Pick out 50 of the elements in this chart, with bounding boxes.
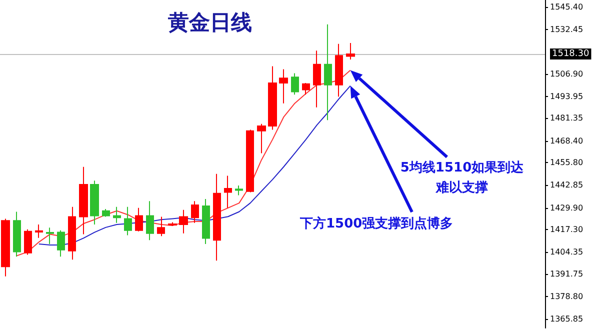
y-tick-label: 1378.80 (550, 292, 584, 302)
ref-line-label: 1518.30 (552, 48, 590, 59)
candlestick (124, 206, 132, 236)
candlestick (224, 175, 232, 208)
y-tick-label: 1493.95 (550, 92, 584, 101)
candlestick (90, 180, 99, 225)
candlestick (157, 216, 165, 237)
y-tick-label: 1391.75 (550, 270, 584, 279)
text: 5均线1510如果到达难以支撑 (400, 160, 525, 196)
candlestick (68, 206, 76, 260)
candlestick (79, 166, 88, 235)
candlestick (102, 208, 110, 218)
candlestick (313, 50, 321, 108)
y-tick-label: 1481.35 (550, 114, 584, 123)
y-tick-label: 1532.45 (550, 24, 584, 34)
y-tick-label: 1545.40 (550, 2, 584, 12)
candlestick (279, 68, 288, 104)
candlestick (57, 230, 65, 258)
candlestick (179, 209, 188, 234)
candlestick (46, 227, 54, 244)
candlestick (168, 222, 177, 227)
candlestick (13, 211, 21, 258)
y-tick-label: 1417.30 (550, 225, 584, 234)
candlestick (24, 228, 32, 256)
y-tick-label: 1442.85 (550, 180, 584, 190)
candlestick (246, 129, 254, 193)
y-tick-label: 1429.90 (550, 203, 584, 212)
y-tick-label: 1468.40 (550, 136, 584, 146)
candlestick (202, 198, 210, 244)
candlestick (335, 43, 343, 98)
text: 黄金日线 (167, 10, 252, 34)
candlestick (191, 200, 199, 224)
candlestick (302, 82, 310, 96)
annotation: 下方1500强支撑到点博多 (299, 216, 454, 232)
candlestick (291, 72, 299, 96)
candlestick (1, 218, 10, 277)
y-tick-label: 1404.35 (550, 248, 584, 257)
y-tick-label: 1365.85 (550, 314, 584, 324)
candlestick (324, 24, 332, 121)
candlestick (146, 200, 154, 241)
candlestick (346, 42, 355, 60)
candlestick (35, 224, 43, 238)
candlestick (213, 173, 221, 262)
y-tick-label: 1506.90 (550, 69, 584, 78)
candlestick (268, 66, 277, 130)
y-tick-label: 1455.80 (550, 158, 584, 168)
candlestick (135, 207, 143, 232)
candlestick (257, 123, 266, 154)
candlestick (235, 184, 243, 196)
candlestick (113, 206, 121, 224)
